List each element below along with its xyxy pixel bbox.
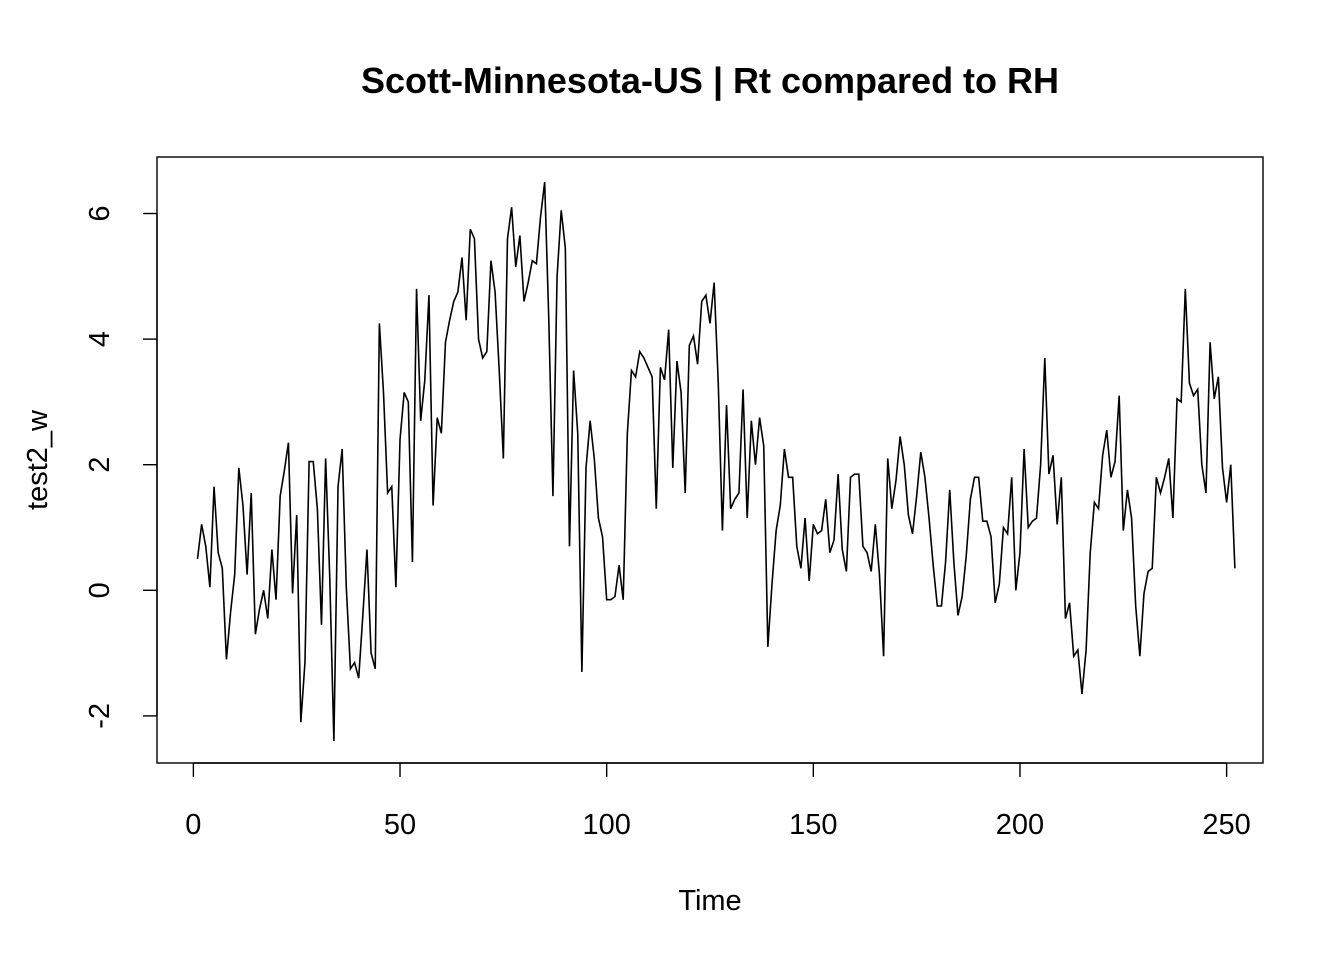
x-tick-label: 100: [582, 809, 630, 841]
x-axis: 0 50 100 150 200 250: [185, 762, 1251, 841]
x-tick-label: 250: [1202, 809, 1250, 841]
y-axis-label: test2_w: [22, 409, 54, 510]
x-axis-label: Time: [678, 885, 741, 917]
x-tick-label: 150: [789, 809, 837, 841]
y-axis: -2 0 2 4 6: [84, 205, 158, 729]
y-tick-label: 0: [84, 582, 116, 598]
y-tick-label: -2: [84, 703, 116, 729]
x-tick-label: 200: [996, 809, 1044, 841]
x-tick-label: 50: [384, 809, 416, 841]
x-tick-label: 0: [185, 809, 201, 841]
series-line: [196, 182, 1236, 742]
y-tick-label: 2: [84, 457, 116, 473]
y-tick-label: 4: [84, 331, 116, 347]
y-tick-label: 6: [84, 205, 116, 221]
chart-title: Scott-Minnesota-US | Rt compared to RH: [361, 60, 1059, 102]
plot-box: [156, 156, 1264, 764]
series-group: [196, 182, 1236, 742]
